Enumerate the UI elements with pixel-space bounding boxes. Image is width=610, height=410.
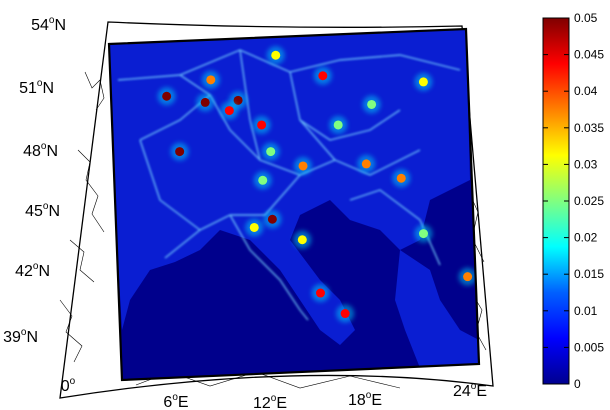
colorbar-label: 0.045: [574, 48, 604, 62]
hotspot: [315, 288, 325, 298]
longitude-label: 12oE: [253, 393, 287, 410]
colorbar-label: 0.02: [574, 231, 598, 245]
hotspot: [318, 71, 328, 81]
hotspot: [200, 97, 210, 107]
hotspot: [206, 75, 216, 85]
hotspot: [367, 99, 377, 109]
colorbar-label: 0.01: [574, 304, 598, 318]
latitude-label: 54oN: [31, 15, 66, 34]
hotspot: [418, 77, 428, 87]
colorbar-label: 0.035: [574, 121, 604, 135]
colorbar-label: 0.04: [574, 84, 598, 98]
latitude-labels: 54oN 51oN 48oN 45oN 42oN 39oN: [3, 15, 66, 346]
hotspot: [361, 159, 371, 169]
colorbar-label: 0.025: [574, 194, 604, 208]
hotspot: [340, 309, 350, 319]
hotspot: [297, 235, 307, 245]
colorbar-label: 0.03: [574, 157, 598, 171]
hotspot: [175, 147, 185, 157]
latitude-label: 42oN: [15, 261, 50, 280]
hotspot: [258, 175, 268, 185]
latitude-label: 39oN: [3, 327, 38, 346]
colorbar-label: 0.015: [574, 267, 604, 281]
colorbar-label: 0.05: [574, 11, 598, 25]
hotspot: [333, 120, 343, 130]
hotspot: [257, 120, 267, 130]
latitude-label: 45oN: [25, 201, 60, 220]
hotspot: [396, 173, 406, 183]
longitude-labels: 0o 6oE 12oE 18oE 24oE: [61, 376, 487, 410]
hotspot: [298, 161, 308, 171]
hotspot: [418, 229, 428, 239]
hotspot-layer: [157, 46, 477, 323]
hotspot: [463, 272, 473, 282]
latitude-label: 48oN: [23, 141, 58, 160]
longitude-label: 24oE: [453, 381, 487, 400]
hotspot: [266, 147, 276, 157]
latitude-label: 51oN: [19, 78, 54, 97]
hotspot: [162, 91, 172, 101]
colorbar-label: 0: [574, 377, 581, 391]
hotspot: [267, 214, 277, 224]
hotspot: [249, 222, 259, 232]
longitude-label: 18oE: [348, 390, 382, 409]
longitude-label: 0o: [61, 376, 76, 395]
colorbar-label: 0.005: [574, 340, 604, 354]
hotspot: [233, 95, 243, 105]
colorbar-ticks: 0.05 0.045 0.04 0.035 0.03 0.025 0.02 0.015 0.01…: [543, 11, 604, 391]
hotspot: [224, 106, 234, 116]
longitude-label: 6oE: [163, 392, 188, 410]
hotspot: [271, 50, 281, 60]
domain-border: [107, 27, 481, 382]
